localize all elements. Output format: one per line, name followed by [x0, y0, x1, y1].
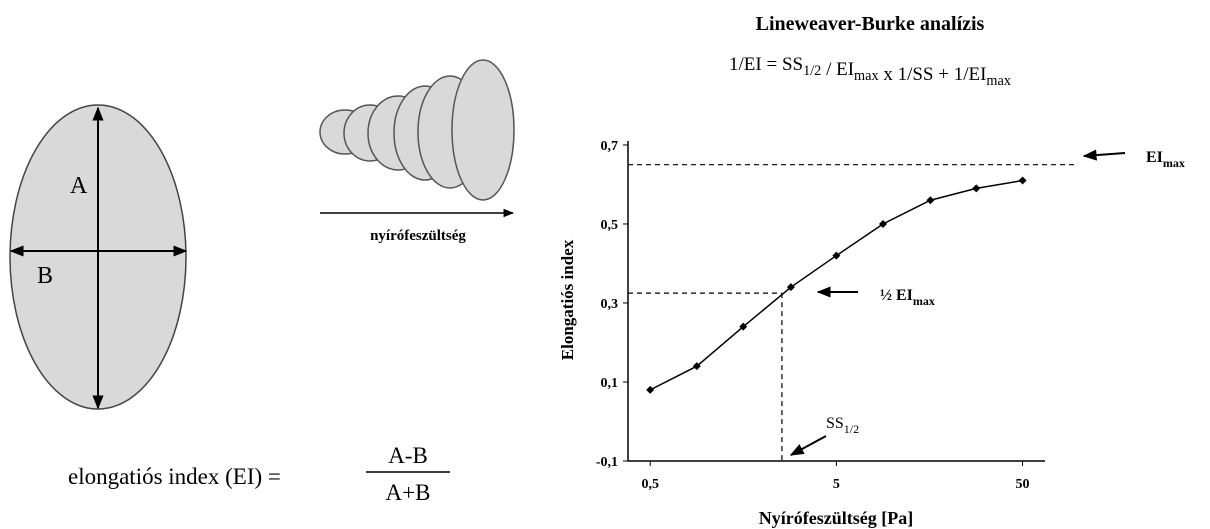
text-part: 1/EI = SS	[729, 54, 803, 75]
data-point	[972, 184, 981, 193]
text-part: EI	[1146, 149, 1163, 166]
subscript: 1/2	[803, 63, 821, 79]
shear-label: nyírófeszültség	[370, 228, 466, 244]
x-tick-label: 0,5	[641, 477, 659, 492]
data-point	[1018, 176, 1027, 185]
subscript: max	[913, 294, 935, 308]
chart-formula: 1/EI = SS1/2 / EImax x 1/SS + 1/EImax	[729, 54, 1011, 89]
denominator: A+B	[386, 480, 431, 505]
data-point	[646, 385, 655, 394]
data-point	[926, 196, 935, 205]
data-point	[739, 322, 748, 331]
ss-half-arrow	[789, 435, 827, 456]
text-part: / EI	[821, 59, 854, 80]
x-tick-label: 50	[1016, 477, 1030, 492]
y-tick-label: -0,1	[596, 455, 618, 470]
text-part: x 1/SS + 1/EI	[879, 64, 987, 85]
y-tick-label: 0,5	[601, 218, 619, 233]
y-tick-label: 0,7	[601, 139, 619, 154]
ei-max-arrow	[1082, 149, 1126, 161]
axis-a-label: A	[70, 173, 88, 199]
y-axis-title: Elongatiós index	[558, 239, 577, 360]
series-line	[649, 179, 1023, 391]
data-point	[786, 283, 795, 292]
y-tick-label: 0,1	[601, 376, 619, 391]
chart-title: Lineweaver-Burke analízis	[756, 13, 985, 35]
half-ei-label: ½ EImax	[880, 287, 935, 308]
subscript: max	[1163, 156, 1185, 170]
subscript: max	[854, 68, 879, 84]
text-part: SS	[826, 415, 844, 432]
axis-b-label: B	[37, 263, 53, 289]
ss-half-label: SS1/2	[826, 415, 859, 436]
subscript: 1/2	[844, 422, 859, 436]
numerator: A-B	[388, 443, 428, 468]
cell-sequence	[319, 59, 515, 201]
x-axis-title: Nyírófeszültség [Pa]	[759, 508, 913, 528]
data-point	[832, 251, 841, 260]
ei-formula: elongatiós index (EI) =	[68, 464, 281, 489]
ei-max-label: EImax	[1146, 149, 1185, 170]
data-point	[692, 362, 701, 371]
y-tick-label: 0,3	[601, 297, 619, 312]
subscript: max	[986, 73, 1011, 89]
x-tick-label: 5	[833, 477, 840, 492]
data-point	[878, 219, 887, 228]
text-part: ½ EI	[880, 287, 913, 304]
